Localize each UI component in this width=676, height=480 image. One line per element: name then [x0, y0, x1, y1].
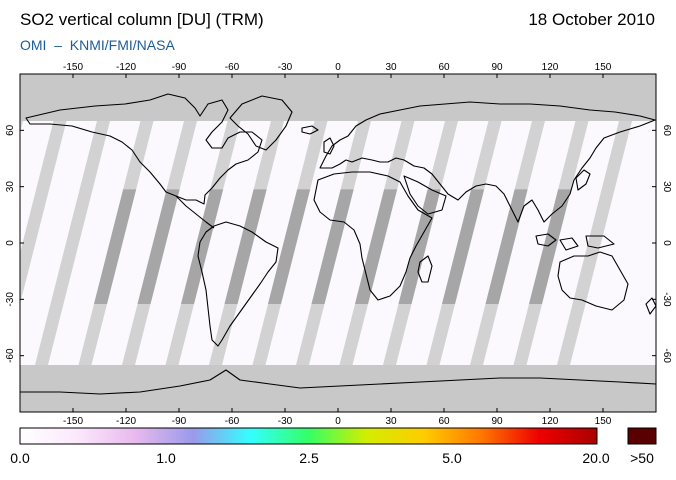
- axis-tick-labels: -150 -150 -120 -120 -90 -90 -60 -60 -30 -30 0 0 30 30…: [5, 62, 672, 427]
- coast-antarctica: [20, 369, 656, 395]
- lon-tick-label-top: 30: [385, 62, 397, 73]
- swath-gap-land: [268, 189, 311, 304]
- lon-tick-label-bottom: 90: [491, 416, 503, 427]
- swath-gap-land: [224, 189, 267, 304]
- coast-new-zealand: [645, 297, 656, 315]
- lon-tick-label-bottom: -60: [225, 416, 240, 427]
- lon-tick-label-top: 120: [542, 62, 559, 73]
- lon-tick-label-top: -120: [116, 62, 136, 73]
- colorbar-overflow-box: [627, 427, 657, 445]
- colorbar-gradient: [19, 427, 598, 445]
- swath-gap-land: [398, 189, 441, 304]
- map-date: 18 October 2010: [528, 10, 655, 29]
- colorbar-label-2: 2.5: [299, 450, 319, 466]
- coast-iceland: [301, 125, 319, 135]
- colorbar-label-0: 0.0: [10, 450, 30, 466]
- swath-gap-land: [181, 189, 224, 304]
- coast-south-america: [197, 221, 279, 347]
- lat-tick-label-left: 60: [5, 124, 16, 136]
- map-credit: OMI – KNMI/FMI/NASA: [20, 37, 175, 53]
- lon-tick-label-bottom: -30: [278, 416, 293, 427]
- coast-arabia: [403, 175, 447, 215]
- coast-eurasia: [319, 101, 656, 223]
- swath-gap-land: [94, 189, 137, 304]
- coast-central-america: [175, 195, 215, 229]
- coast-greenland: [229, 95, 293, 151]
- lon-tick-label-bottom: 150: [595, 416, 612, 427]
- swath-gap: [557, 121, 632, 365]
- lon-tick-label-bottom: -150: [63, 416, 83, 427]
- lat-tick-label-right: -30: [661, 292, 672, 307]
- lon-tick-label-top: -150: [63, 62, 83, 73]
- lon-tick-label-top: 60: [438, 62, 450, 73]
- coast-indonesia: [535, 233, 615, 251]
- colorbar-overflow-label: >50: [630, 450, 654, 466]
- lat-tick-label-left: -30: [5, 292, 16, 307]
- lon-tick-label-bottom: 120: [542, 416, 559, 427]
- colorbar-label-1: 1.0: [156, 450, 176, 466]
- lon-tick-label-bottom: 30: [385, 416, 397, 427]
- coast-africa: [313, 171, 433, 301]
- lon-tick-label-bottom: -90: [172, 416, 187, 427]
- lat-tick-label-right: 0: [661, 240, 672, 246]
- lon-tick-label-top: 150: [595, 62, 612, 73]
- lon-tick-label-top: -60: [225, 62, 240, 73]
- lon-tick-label-top: 0: [335, 62, 341, 73]
- swath-gap-land: [311, 189, 354, 304]
- lon-tick-label-top: -90: [172, 62, 187, 73]
- lat-tick-label-right: 30: [661, 181, 672, 193]
- lon-tick-label-bottom: 0: [335, 416, 341, 427]
- lat-tick-label-right: -60: [661, 348, 672, 363]
- colorbar-label-4: 20.0: [582, 450, 609, 466]
- lat-tick-label-right: 60: [661, 125, 672, 137]
- swath-gap-land: [355, 189, 398, 304]
- lat-tick-label-left: 0: [5, 240, 16, 246]
- swath-gap-land: [485, 189, 528, 304]
- swath-gap: [35, 121, 110, 365]
- swath-gap-land: [529, 189, 572, 304]
- swath-gap: [20, 121, 23, 133]
- lon-tick-label-top: -30: [278, 62, 293, 73]
- no-data-north-polar: [20, 74, 656, 121]
- colorbar: 0.0 1.0 2.5 5.0 20.0 >50: [10, 427, 657, 466]
- lat-tick-label-left: 30: [5, 181, 16, 193]
- coast-japan: [575, 169, 591, 191]
- map-area: [20, 74, 656, 412]
- swath-gap: [20, 121, 67, 304]
- no-data-south-polar: [20, 365, 656, 412]
- map-title: SO2 vertical column [DU] (TRM): [20, 10, 264, 29]
- colorbar-label-3: 5.0: [442, 450, 462, 466]
- swath-gap-land: [442, 189, 485, 304]
- coast-british-isles: [323, 137, 335, 155]
- lon-tick-label-top: 90: [491, 62, 503, 73]
- coastlines: [20, 93, 656, 395]
- lon-tick-label-bottom: 60: [438, 416, 450, 427]
- coast-north-america: [25, 93, 263, 205]
- swath-gap-land: [137, 189, 180, 304]
- coast-australia: [557, 251, 629, 311]
- orbit-swath-gaps: [20, 121, 632, 365]
- coast-madagascar: [417, 255, 433, 283]
- lon-tick-label-bottom: -120: [116, 416, 136, 427]
- lat-tick-label-left: -60: [5, 348, 16, 363]
- axis-ticks: [20, 74, 656, 412]
